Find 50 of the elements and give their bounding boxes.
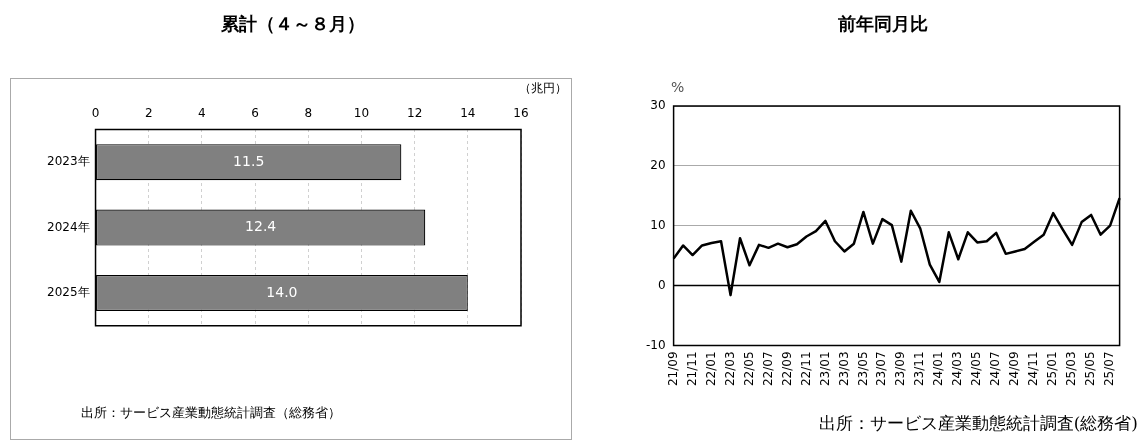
x-tick-label: 8 <box>304 106 313 121</box>
y-tick-label: 10 <box>650 217 666 232</box>
x-tick-label: 23/11 <box>912 351 927 387</box>
x-tick-label: 0 <box>91 106 100 121</box>
x-tick-label: 10 <box>353 106 370 121</box>
chart-title: 前年同月比 <box>837 12 929 36</box>
x-tick-label: 2 <box>144 106 153 121</box>
x-tick-label: 12 <box>406 106 423 121</box>
x-tick-label: 21/09 <box>665 351 680 387</box>
x-tick-label: 23/09 <box>893 351 908 387</box>
x-axis-title: （兆円） <box>519 81 567 96</box>
x-tick-label: 24/01 <box>931 351 946 387</box>
data-label: 11.5 <box>233 152 265 169</box>
x-tick-label: 23/03 <box>836 351 851 387</box>
x-tick-label: 24/03 <box>950 351 965 387</box>
x-tick-label: 25/03 <box>1064 351 1079 387</box>
y-tick-label: 2025年 <box>46 285 90 300</box>
x-tick-label: 6 <box>251 106 259 121</box>
x-tick-label: 23/07 <box>874 351 889 387</box>
x-tick-label: 4 <box>198 106 206 121</box>
x-tick-label: 23/05 <box>855 351 870 387</box>
y-tick-label: 2023年 <box>46 154 90 169</box>
x-tick-label: 22/03 <box>722 351 737 387</box>
y-tick-label: 0 <box>657 277 666 292</box>
y-tick-label: 30 <box>650 98 666 113</box>
y-axis-title: % <box>670 78 685 95</box>
text: 出所：サービス産業動態統計調査（総務省） <box>81 404 341 422</box>
text: 出所：サービス産業動態統計調査(総務省) <box>818 412 1138 435</box>
data-label: 14.0 <box>266 283 298 300</box>
x-tick-label: 23/01 <box>817 351 832 387</box>
x-tick-label: 16 <box>513 106 529 121</box>
chart-title: 累計（４～８月） <box>220 12 366 36</box>
x-tick-label: 22/07 <box>760 351 775 387</box>
x-tick-label: 22/11 <box>798 351 813 387</box>
x-tick-label: 22/09 <box>779 351 794 387</box>
y-tick-label: 20 <box>650 157 666 172</box>
y-tick-label: -10 <box>645 337 666 352</box>
data-label: 12.4 <box>245 218 277 235</box>
y-tick-label: 2024年 <box>46 219 90 234</box>
x-tick-label: 14 <box>460 106 476 121</box>
x-tick-label: 24/05 <box>969 351 984 387</box>
x-tick-label: 24/11 <box>1026 351 1041 387</box>
x-tick-label: 24/07 <box>988 351 1003 387</box>
x-tick-label: 25/01 <box>1045 351 1060 387</box>
x-tick-label: 25/07 <box>1102 351 1117 387</box>
x-tick-label: 25/05 <box>1083 351 1098 387</box>
x-tick-label: 21/11 <box>684 351 699 387</box>
x-tick-label: 22/05 <box>741 351 756 387</box>
x-tick-label: 22/01 <box>703 351 718 387</box>
x-tick-label: 24/09 <box>1007 351 1022 387</box>
